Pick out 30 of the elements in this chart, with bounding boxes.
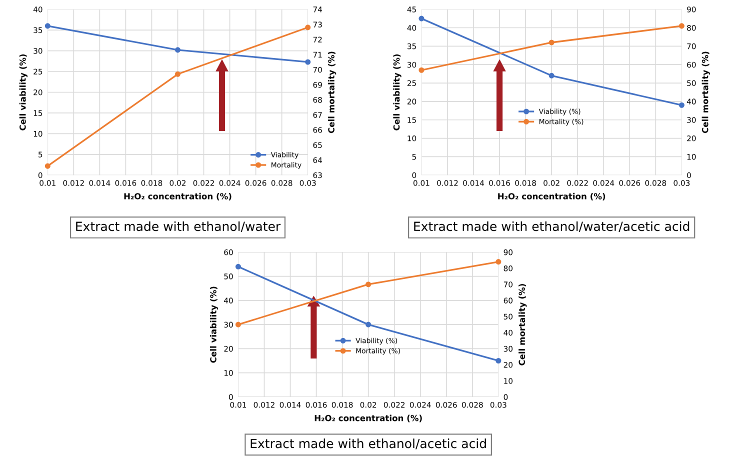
x-axis-title: H₂O₂ concentration (%) xyxy=(124,192,232,200)
y2-axis-title: Cell mortality (%) xyxy=(518,284,527,366)
point xyxy=(44,23,50,29)
point xyxy=(678,23,684,29)
point xyxy=(305,24,311,30)
point xyxy=(305,59,311,65)
point xyxy=(174,71,181,77)
point xyxy=(44,163,50,169)
text: Extract made with ethanol/acetic acid xyxy=(250,438,486,450)
point xyxy=(496,259,502,265)
point xyxy=(418,16,424,22)
point xyxy=(678,102,684,108)
x-axis-title: H₂O₂ concentration (%) xyxy=(498,192,606,200)
point xyxy=(548,72,554,78)
point xyxy=(496,358,502,364)
point xyxy=(366,322,372,328)
y-axis-title: Cell viability (%) xyxy=(210,286,218,363)
point xyxy=(418,67,424,73)
text: Extract made with ethanol/water/acetic acid xyxy=(414,221,690,232)
point xyxy=(366,282,372,288)
point xyxy=(174,47,181,53)
y2-axis-title: Cell mortality (%) xyxy=(702,52,710,134)
point xyxy=(548,40,554,46)
x-axis-title: H₂O₂ concentration (%) xyxy=(314,414,422,422)
text: Extract made with ethanol/water xyxy=(76,221,281,232)
y2-axis-title: Cell mortality (%) xyxy=(328,52,336,134)
point xyxy=(235,322,242,328)
y-axis-title: Cell viability (%) xyxy=(19,54,28,130)
point xyxy=(235,264,242,270)
y-axis-title: Cell viability (%) xyxy=(393,54,402,130)
